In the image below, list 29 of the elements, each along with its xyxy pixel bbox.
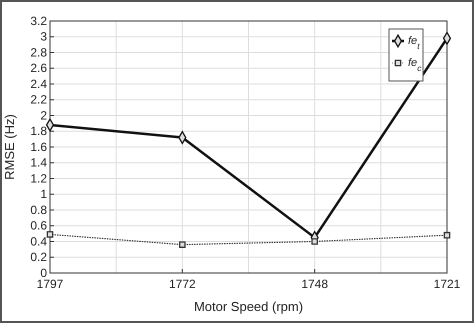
y-tick-label: 0.8 <box>30 202 48 217</box>
y-tick-label: 1.2 <box>30 171 48 186</box>
x-tick-label: 1748 <box>301 277 328 291</box>
y-tick-label: 0 <box>40 266 48 280</box>
point <box>311 238 318 245</box>
point <box>444 232 450 238</box>
y-tick-label: 0.2 <box>30 250 48 264</box>
y-tick-label: 1.4 <box>30 156 48 170</box>
y-tick-label: 2.6 <box>30 61 48 76</box>
y-tick-label: 2.4 <box>30 76 48 91</box>
x-tick-label: 1721 <box>434 277 461 291</box>
y-tick-label: 2 <box>40 108 48 122</box>
x-tick-label: 1797 <box>36 277 64 291</box>
y-tick-label: 3 <box>40 30 48 44</box>
point <box>46 231 54 238</box>
y-tick-label: 0.4 <box>30 234 48 248</box>
y-tick-label: 1.8 <box>30 124 48 138</box>
legend-label: fe$_{t}$ <box>408 35 420 50</box>
point <box>179 241 186 248</box>
y-axis-title: RMSE (Hz) <box>2 114 17 180</box>
x-axis-title: Motor Speed (rpm) <box>194 299 304 314</box>
x-tick-label: 1772 <box>168 277 196 291</box>
y-tick-label: 2.2 <box>30 92 48 107</box>
y-tick-label: 3.2 <box>30 14 48 28</box>
y-tick-label: 1 <box>40 187 48 202</box>
y-tick-label: 2.8 <box>30 45 48 60</box>
y-tick-label: 0.6 <box>30 218 48 233</box>
legend-label: fe$_{c}$ <box>408 57 422 72</box>
y-tick-label: 1.6 <box>30 140 48 154</box>
